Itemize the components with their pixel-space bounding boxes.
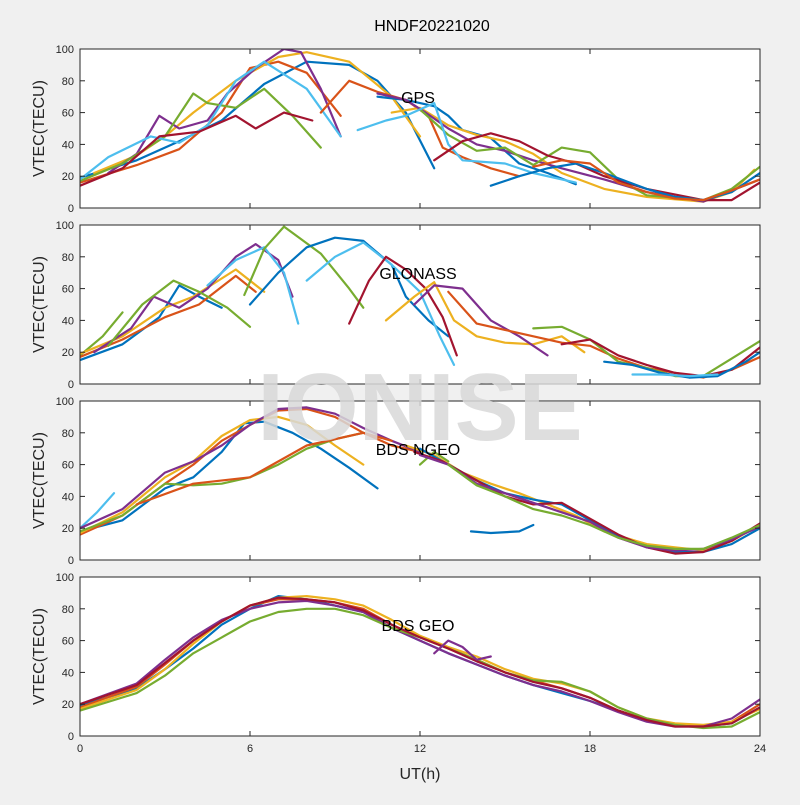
y-axis-title: VTEC(TECU) [31,80,48,177]
series-group [80,406,760,555]
x-tick-label: 12 [414,743,426,755]
series-line-4 [80,406,422,530]
series-line-17 [631,373,719,378]
series-line-11 [384,281,586,354]
series-line-0 [80,492,116,530]
panel-label: BDS NGEO [376,442,460,459]
x-tick-label: 18 [584,743,596,755]
y-tick-label: 40 [62,315,74,327]
y-tick-label: 20 [62,347,74,359]
series-line-9 [305,241,456,366]
series-line-15 [532,159,760,202]
series-line-3 [80,415,365,535]
panel-0: 0 20 40 60 80 100 VTEC(TECU) GPS [31,44,761,215]
series-line-5 [80,60,342,181]
y-tick-label: 60 [62,460,74,472]
panel-label: GLONASS [379,266,456,283]
series-line-0 [80,311,124,357]
y-axis-title: VTEC(TECU) [31,608,48,705]
series-line-7 [469,523,535,535]
y-tick-label: 60 [62,284,74,296]
x-tick-label: 6 [247,743,253,755]
series-line-10 [348,255,458,357]
y-tick-label: 60 [62,108,74,120]
y-tick-label: 80 [62,604,74,616]
y-axis-title: VTEC(TECU) [31,256,48,353]
y-tick-label: 0 [68,379,74,391]
x-tick-label: 24 [754,743,766,755]
y-tick-label: 100 [56,572,74,584]
plot-area [80,577,760,736]
y-tick-label: 20 [62,699,74,711]
series-line-4 [80,87,322,183]
series-line-13 [447,463,760,550]
y-tick-label: 20 [62,171,74,183]
y-tick-label: 100 [56,44,74,56]
series-line-5 [107,279,252,347]
y-axis-title: VTEC(TECU) [31,432,48,529]
series-line-3 [80,599,760,728]
y-tick-label: 0 [68,555,74,567]
y-tick-label: 40 [62,491,74,503]
series-line-12 [356,102,577,184]
panel-label: GPS [401,90,435,107]
x-tick-label: 0 [77,743,83,755]
series-line-8 [248,236,450,338]
series-line-6 [80,111,314,187]
y-tick-label: 0 [68,203,74,215]
figure-title: HNDF20221020 [374,18,490,35]
series-line-5 [80,596,760,728]
series-line-8 [418,450,450,466]
y-tick-label: 60 [62,636,74,648]
panel-label: BDS GEO [382,618,455,635]
series-line-6 [135,431,393,506]
y-tick-label: 20 [62,523,74,535]
y-tick-label: 100 [56,396,74,408]
series-line-1 [80,60,342,184]
watermark: IONISE [257,354,582,461]
series-line-6 [433,639,492,661]
panel-2: 0 20 40 60 80 100 VTEC(TECU) BDS NGEO [31,396,761,567]
series-line-7 [243,225,365,309]
series-line-11 [413,450,760,555]
series-group [80,225,760,379]
panel-1: 0 20 40 60 80 100 VTEC(TECU) GLONASS [31,220,761,391]
y-tick-label: 40 [62,667,74,679]
y-tick-label: 80 [62,428,74,440]
series-line-16 [603,351,760,379]
plot-area [80,401,760,560]
y-tick-label: 0 [68,731,74,743]
x-axis-title: UT(h) [400,766,441,783]
panel-3: 0 20 40 60 80 100 0 6 12 18 24 VTEC(TECU) BDS GEO [31,572,766,755]
series-line-5 [80,431,365,533]
series-line-1 [80,284,223,362]
series-group [80,595,760,730]
series-group [80,49,760,203]
series-line-2 [80,274,257,359]
y-tick-label: 100 [56,220,74,232]
plot-area [80,49,760,208]
y-tick-label: 40 [62,139,74,151]
y-tick-label: 80 [62,252,74,264]
plot-area [80,225,760,384]
y-tick-label: 80 [62,76,74,88]
series-line-12 [413,284,549,357]
